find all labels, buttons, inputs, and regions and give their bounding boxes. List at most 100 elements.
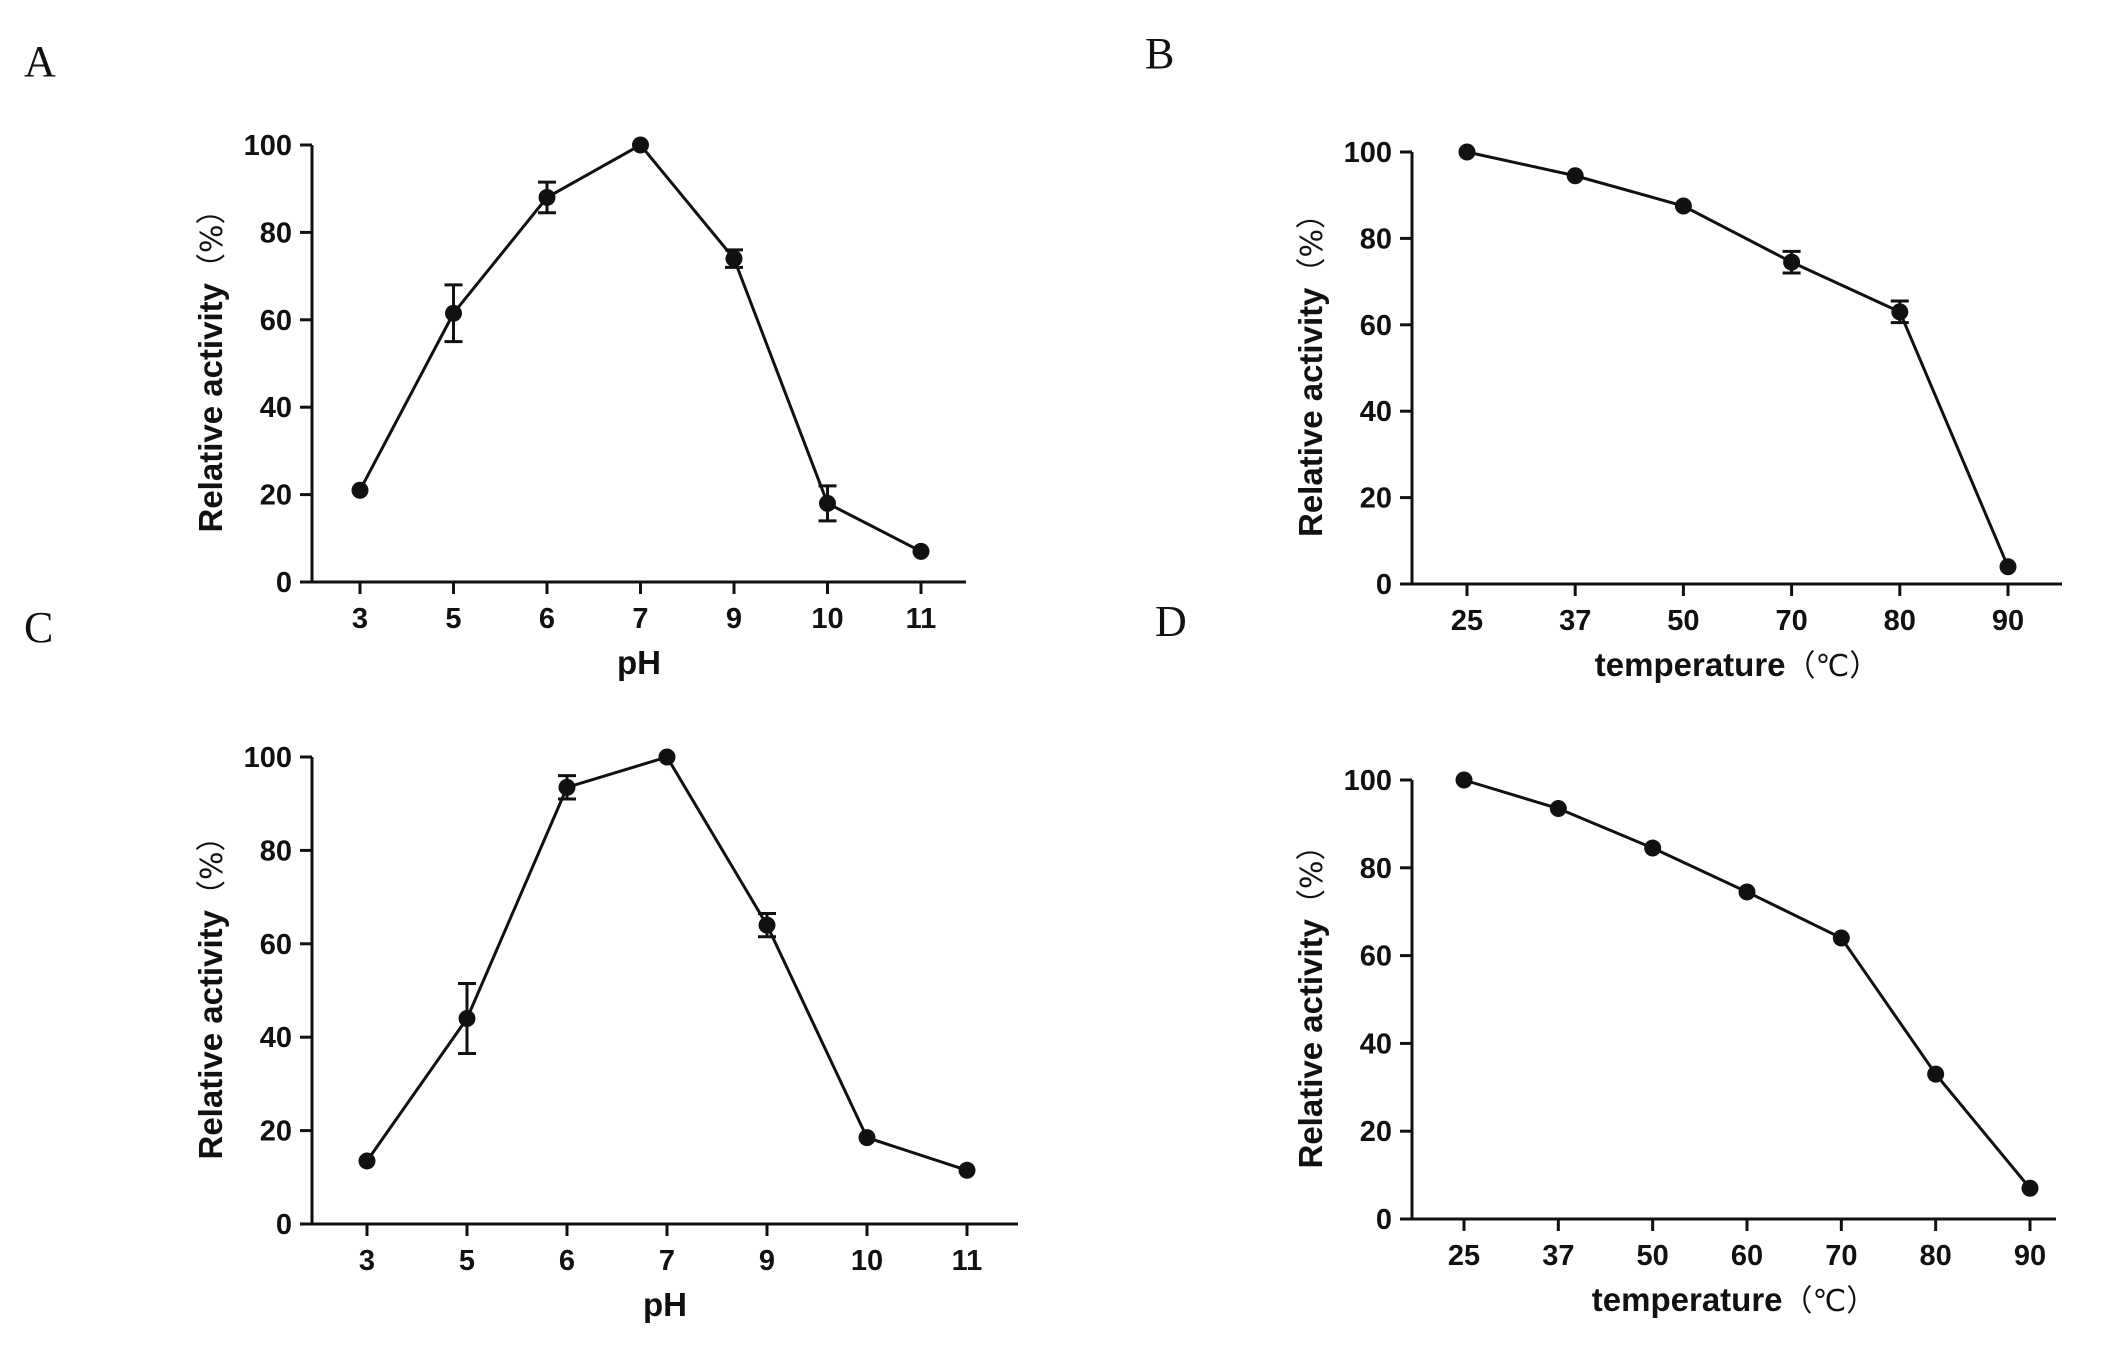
- y-tick-label: 100: [244, 742, 292, 774]
- y-tick-label: 100: [1344, 765, 1392, 797]
- x-tick-label: 70: [1825, 1240, 1857, 1272]
- x-tick-label: 7: [632, 603, 648, 635]
- y-tick-label: 80: [1360, 223, 1392, 255]
- x-tick-label: 80: [1884, 605, 1916, 637]
- data-point: [538, 188, 556, 206]
- y-tick-label: 0: [276, 567, 292, 599]
- y-axis-title: Relative activity（%）: [192, 822, 230, 1160]
- x-axis-label: pH: [643, 1286, 687, 1323]
- y-tick-label: 40: [1360, 396, 1392, 428]
- panel-label: D: [1155, 597, 1187, 646]
- y-tick-label: 40: [260, 1022, 292, 1054]
- data-point: [458, 1010, 476, 1028]
- data-point: [351, 481, 369, 499]
- panel-a: A 0 20 40 60 80 100 3 5 6 7 9 10 11 pH Relative activit…: [24, 37, 966, 681]
- y-tick-label: 60: [260, 305, 292, 337]
- data-point: [1455, 771, 1473, 789]
- y-axis-label: Relative activity: [192, 909, 229, 1159]
- x-tick-label: 5: [459, 1245, 475, 1277]
- y-axis-title: Relative activity（%）: [192, 195, 230, 533]
- data-point: [1999, 558, 2017, 576]
- data-point: [958, 1161, 976, 1179]
- y-tick-label: 0: [276, 1209, 292, 1241]
- data-point: [1927, 1065, 1945, 1083]
- data-point: [858, 1129, 876, 1147]
- x-axis-title: temperature（℃）: [1595, 646, 1879, 684]
- data-point: [358, 1152, 376, 1170]
- y-tick-label: 80: [1360, 853, 1392, 885]
- data-point: [1566, 167, 1584, 185]
- y-axis-label: Relative activity: [1292, 287, 1329, 537]
- x-axis-title: pH: [643, 1286, 687, 1323]
- x-tick-label: 25: [1448, 1240, 1480, 1272]
- panel-b: B 0 20 40 60 80 100 25 37 50 70 80 90 temperature（℃） R…: [1145, 29, 2062, 684]
- data-point: [2021, 1179, 2039, 1197]
- y-axis-unit: （%）: [1295, 831, 1330, 920]
- y-tick-label: 20: [260, 480, 292, 512]
- y-tick-label: 80: [260, 835, 292, 867]
- data-point: [1891, 303, 1909, 321]
- x-tick-label: 11: [906, 603, 937, 635]
- data-point: [1644, 839, 1662, 857]
- y-axis-label: Relative activity: [1292, 918, 1329, 1168]
- y-axis-unit: （%）: [195, 822, 230, 911]
- x-tick-label: 6: [559, 1245, 575, 1277]
- x-tick-label: 37: [1542, 1240, 1574, 1272]
- x-tick-label: 5: [445, 603, 461, 635]
- x-tick-label: 9: [726, 603, 742, 635]
- data-point: [1832, 929, 1850, 947]
- data-point: [1549, 800, 1567, 818]
- y-axis-title: Relative activity（%）: [1292, 831, 1330, 1169]
- x-tick-label: 10: [811, 603, 843, 635]
- y-tick-label: 100: [244, 130, 292, 162]
- x-axis-label: temperature: [1595, 646, 1786, 683]
- x-tick-label: 7: [659, 1245, 675, 1277]
- x-tick-label: 6: [539, 603, 555, 635]
- panel-label: B: [1145, 29, 1174, 78]
- x-tick-label: 25: [1451, 605, 1483, 637]
- y-tick-label: 20: [1360, 1116, 1392, 1148]
- y-tick-label: 60: [1360, 941, 1392, 973]
- data-point: [819, 494, 836, 512]
- x-tick-label: 37: [1559, 605, 1591, 637]
- x-axis-label: pH: [617, 644, 661, 681]
- data-point: [658, 748, 676, 766]
- x-tick-label: 3: [352, 603, 368, 635]
- y-tick-label: 20: [260, 1116, 292, 1148]
- x-tick-label: 60: [1731, 1240, 1763, 1272]
- y-tick-label: 20: [1360, 483, 1392, 515]
- y-tick-label: 100: [1344, 137, 1392, 169]
- x-axis-title: temperature（℃）: [1592, 1281, 1876, 1319]
- y-tick-label: 60: [1360, 310, 1392, 342]
- series-line: [1466, 150, 2010, 568]
- x-tick-label: 90: [1992, 605, 2024, 637]
- y-tick-label: 40: [1360, 1028, 1392, 1060]
- data-point: [1674, 197, 1692, 215]
- x-tick-label: 80: [1920, 1240, 1952, 1272]
- series-line: [358, 143, 922, 553]
- x-tick-label: 9: [759, 1245, 775, 1277]
- x-tick-label: 50: [1637, 1240, 1669, 1272]
- y-tick-label: 60: [260, 929, 292, 961]
- x-tick-label: 90: [2014, 1240, 2046, 1272]
- y-tick-label: 80: [260, 217, 292, 249]
- y-axis-unit: （%）: [1295, 199, 1330, 288]
- panel-c: C 0 20 40 60 80 100 3 5 6 7 9 10 11 pH Relative activit…: [24, 603, 1018, 1323]
- x-axis-unit: （℃）: [1786, 649, 1880, 684]
- x-axis-label: temperature: [1592, 1281, 1783, 1318]
- data-point: [445, 304, 462, 322]
- x-tick-label: 10: [851, 1245, 883, 1277]
- x-axis-unit: （℃）: [1783, 1284, 1877, 1319]
- panel-label: C: [24, 603, 53, 652]
- y-tick-label: 0: [1376, 1204, 1392, 1236]
- x-tick-label: 11: [952, 1245, 983, 1277]
- data-point: [1738, 883, 1756, 901]
- y-axis-unit: （%）: [195, 195, 230, 284]
- series-line: [365, 755, 968, 1172]
- data-point: [758, 916, 776, 934]
- data-point: [725, 250, 743, 268]
- x-tick-label: 70: [1775, 605, 1807, 637]
- x-axis-title: pH: [617, 644, 661, 681]
